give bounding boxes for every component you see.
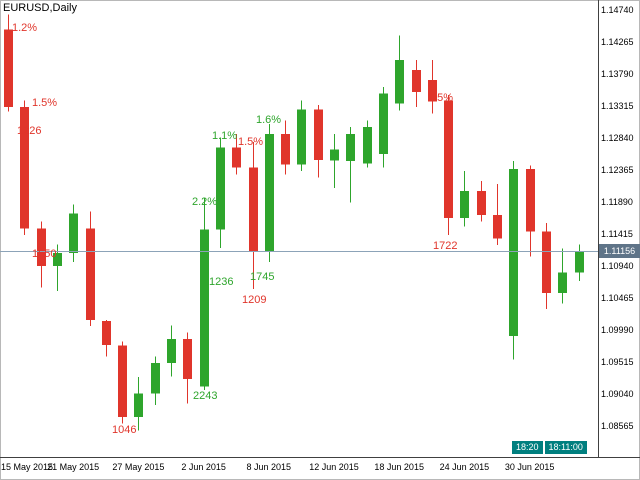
date-tick-label: 24 Jun 2015 (439, 462, 490, 472)
candle-down (477, 191, 486, 215)
clock-time-1: 18:20 (512, 441, 543, 454)
price-tick-label: 1.08565 (601, 421, 634, 431)
price-tick-label: 1.12365 (601, 165, 634, 175)
candle-up (297, 109, 306, 165)
candle-up (363, 127, 372, 164)
candle-up (216, 147, 225, 230)
time-axis[interactable]: 15 May 2015 21 May 2015 27 May 2015 2 Jun 2… (0, 458, 640, 480)
candle-up (346, 134, 355, 161)
candle-up (330, 149, 339, 161)
candle-down (526, 169, 535, 232)
chart-annotation: 1.1% (212, 130, 238, 142)
date-tick-label: 18 Jun 2015 (374, 462, 424, 472)
candle-up (69, 213, 78, 254)
date-tick-label: 27 May 2015 (112, 462, 165, 472)
candle-up (379, 93, 388, 155)
price-tick-label: 1.14740 (601, 5, 634, 15)
candle-up (395, 59, 404, 104)
chart-annotation: 1226 (17, 125, 42, 137)
chart-annotation: 1.2% (12, 22, 38, 34)
candle-down (232, 147, 241, 168)
server-clock: 18:20 18:11:00 (512, 441, 587, 454)
chart-annotation: 2.2% (192, 196, 218, 208)
chart-annotation: 1.5% (238, 136, 264, 148)
chart-annotation: 1.5% (32, 97, 58, 109)
price-axis[interactable]: 1.11156 1.14740 1.14265 1.13790 1.13315 1.12… (599, 0, 640, 457)
price-tick-label: 1.11890 (601, 197, 633, 207)
price-tick-label: 1.11415 (601, 229, 633, 239)
price-tick-label: 1.13790 (601, 69, 634, 79)
candle-down (493, 214, 502, 239)
price-tick-label: 1.13315 (601, 101, 634, 111)
candle-up (265, 134, 274, 252)
chart-annotation: 1209 (242, 294, 267, 306)
price-tick-label: 1.14265 (601, 37, 634, 47)
chart-area[interactable]: EURUSD,Daily 1.2% 1.5% 1226 1650 1046 2.2% 224… (0, 0, 598, 457)
candle-up (151, 363, 160, 394)
price-tick-label: 1.12840 (601, 133, 634, 143)
date-tick-label: 2 Jun 2015 (181, 462, 226, 472)
price-tick-label: 1.10940 (601, 261, 634, 271)
price-tick-label: 1.09040 (601, 389, 634, 399)
candle-up (460, 191, 469, 219)
bid-price-tag: 1.11156 (599, 244, 640, 258)
chart-annotation: 1745 (250, 271, 275, 283)
candle-up (167, 338, 176, 364)
candle-down (281, 134, 290, 165)
candlestick-chart (0, 14, 598, 431)
candle-down (542, 231, 551, 293)
candle-down (37, 228, 46, 266)
date-tick-label: 21 May 2015 (47, 462, 100, 472)
candle-up (509, 169, 518, 337)
candle-up (134, 393, 143, 417)
date-tick-label: 8 Jun 2015 (246, 462, 292, 472)
candle-down (428, 80, 437, 102)
candle-down (412, 70, 421, 93)
candle-down (20, 107, 29, 229)
candle-down (314, 109, 323, 161)
chart-annotation: 1650 (32, 248, 57, 260)
candle-down (4, 29, 13, 107)
chart-annotation: 1.5% (428, 92, 454, 104)
chart-annotation: 1.6% (256, 114, 282, 126)
candle-down (118, 345, 127, 417)
candle-down (183, 338, 192, 380)
chart-symbol-label: EURUSD,Daily (3, 2, 77, 14)
chart-annotation: 1236 (209, 276, 234, 288)
candle-up (53, 253, 62, 266)
axis-separator-vertical-line (598, 0, 599, 458)
price-tick-label: 1.09515 (601, 357, 634, 367)
candle-up (200, 229, 209, 387)
clock-time-2: 18:11:00 (544, 441, 587, 454)
candle-down (444, 100, 453, 219)
candle-down (86, 228, 95, 320)
date-tick-label: 12 Jun 2015 (309, 462, 359, 472)
candle-down (102, 321, 111, 345)
price-tick-label: 1.10465 (601, 293, 634, 303)
chart-annotation: 2243 (193, 390, 218, 402)
axis-separator-horizontal-line (0, 457, 640, 458)
candle-up (575, 251, 584, 273)
chart-annotation: 1046 (112, 424, 137, 436)
candle-up (558, 272, 567, 293)
price-tick-label: 1.09990 (601, 325, 634, 335)
date-tick-label: 30 Jun 2015 (504, 462, 555, 472)
date-tick-label: 15 May 2015 (1, 462, 54, 472)
candle-down (249, 167, 258, 252)
chart-annotation: 1722 (433, 240, 458, 252)
